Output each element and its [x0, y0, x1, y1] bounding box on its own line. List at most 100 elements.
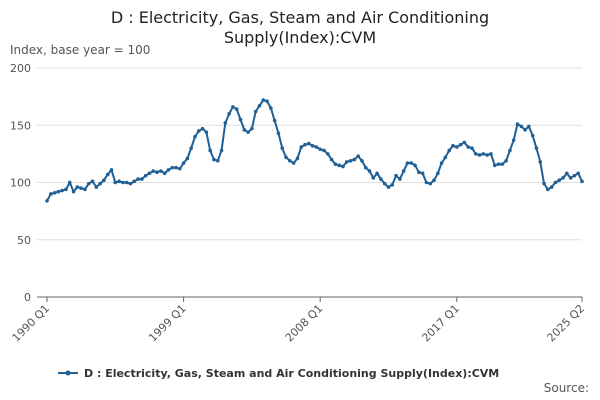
data-point: [147, 171, 152, 176]
data-point: [90, 179, 95, 184]
data-point: [314, 145, 319, 149]
data-point: [83, 187, 87, 192]
data-point: [265, 99, 269, 104]
data-point: [405, 161, 410, 165]
data-point: [443, 155, 448, 160]
data-point: [200, 126, 205, 131]
data-point: [140, 177, 144, 181]
data-point: [367, 169, 372, 173]
data-point: [329, 157, 334, 162]
data-point: [166, 168, 171, 172]
data-point: [553, 180, 558, 185]
data-point: [432, 178, 436, 183]
legend-marker: [65, 370, 71, 376]
data-point: [67, 180, 72, 185]
y-tick-label: 150: [10, 119, 31, 132]
data-point: [45, 199, 49, 203]
data-point: [204, 130, 209, 134]
data-point: [515, 122, 520, 126]
data-point: [178, 166, 182, 171]
data-point: [52, 191, 57, 195]
data-point: [485, 153, 489, 157]
data-point: [257, 103, 262, 108]
data-point: [261, 98, 266, 102]
data-point: [253, 109, 258, 114]
data-point: [371, 176, 376, 180]
data-point: [549, 185, 554, 189]
data-point: [568, 176, 573, 180]
data-point: [530, 133, 535, 138]
data-point: [117, 179, 121, 184]
data-point: [322, 148, 326, 153]
data-point: [196, 129, 201, 133]
data-point: [310, 144, 315, 148]
data-point: [121, 180, 125, 185]
data-point: [458, 142, 463, 147]
data-point: [155, 170, 159, 174]
data-point: [542, 181, 546, 186]
data-point: [132, 179, 137, 184]
data-point: [246, 130, 250, 134]
data-point: [124, 180, 129, 185]
data-point: [496, 162, 501, 166]
data-point: [382, 181, 387, 186]
data-point: [174, 165, 178, 170]
data-point: [390, 182, 395, 187]
x-tick-label: 2025 Q2: [545, 302, 588, 345]
data-point: [451, 144, 455, 148]
data-point: [185, 156, 190, 161]
data-point: [394, 173, 398, 178]
data-point: [473, 152, 478, 156]
y-tick-label: 100: [10, 177, 31, 190]
data-point: [534, 146, 539, 150]
data-point: [250, 126, 254, 131]
data-point: [576, 171, 581, 176]
data-point: [181, 161, 186, 165]
data-point: [71, 189, 76, 194]
data-point: [363, 165, 368, 170]
data-point: [295, 156, 300, 161]
data-point: [352, 157, 357, 162]
data-point: [557, 178, 562, 183]
y-tick-label: 0: [24, 291, 31, 304]
data-point: [56, 189, 61, 194]
data-point: [466, 145, 470, 149]
data-point: [238, 117, 243, 122]
data-point: [109, 168, 114, 172]
data-point: [212, 157, 216, 162]
data-point: [284, 155, 288, 160]
data-point: [348, 158, 353, 163]
data-point: [303, 142, 307, 147]
y-axis-label: Index, base year = 100: [10, 43, 150, 57]
data-point: [477, 153, 482, 157]
data-point: [436, 171, 440, 176]
data-point: [291, 161, 296, 165]
data-point: [113, 180, 118, 185]
data-point: [215, 158, 220, 163]
data-point: [79, 186, 83, 191]
data-point: [219, 148, 224, 153]
data-point: [565, 171, 569, 176]
data-point: [193, 134, 197, 139]
data-point: [481, 152, 486, 156]
data-point: [538, 160, 543, 164]
data-point: [462, 140, 467, 145]
data-point: [489, 152, 493, 156]
x-tick-label: 1990 Q1: [10, 302, 53, 345]
data-point: [572, 173, 577, 178]
data-point: [439, 161, 444, 165]
data-point: [386, 185, 391, 189]
data-point: [143, 173, 148, 178]
data-point: [337, 163, 341, 168]
data-point: [288, 158, 292, 163]
x-tick-label: 2008 Q1: [283, 302, 326, 345]
data-point: [234, 107, 239, 112]
data-point: [424, 180, 429, 185]
data-point: [318, 147, 322, 152]
data-point: [280, 146, 285, 150]
data-point: [523, 128, 527, 132]
data-point: [519, 124, 524, 129]
data-point: [428, 181, 433, 186]
legend-label: D : Electricity, Gas, Steam and Air Cond…: [84, 367, 499, 380]
